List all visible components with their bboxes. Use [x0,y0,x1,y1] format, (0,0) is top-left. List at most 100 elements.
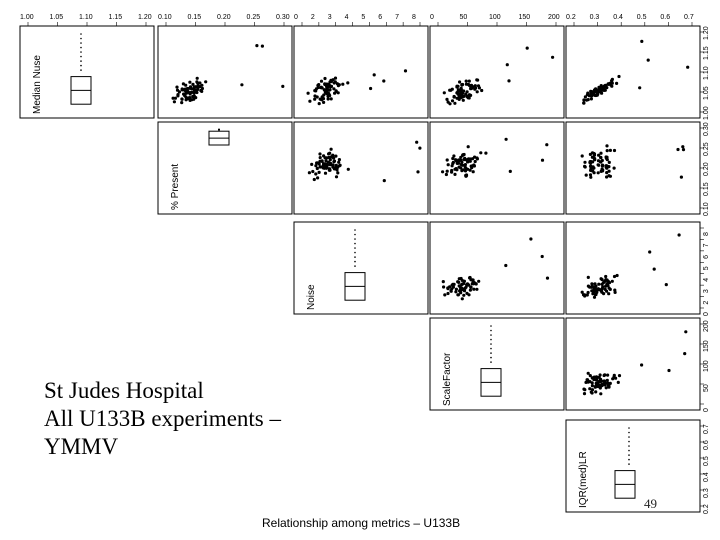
right-tick-label: 0.15 [703,182,710,196]
scatter-point [467,283,471,287]
scatter-point [602,379,607,383]
panel-4-4 [565,419,701,513]
boxplot-outlier [80,64,82,67]
scatter-point [458,89,462,93]
scatter-point [329,147,333,151]
scatter-point [583,165,587,169]
scatter-point [191,82,195,86]
panel-2-2 [293,221,429,315]
scatter-point [508,169,512,173]
scatter-point [240,83,244,87]
scatter-point [336,165,340,169]
boxplot-outlier [354,256,356,258]
scatter-point [454,290,458,294]
right-tick-label: 8 [703,232,710,236]
scatter-point [318,165,322,169]
scatter-point [677,233,681,237]
scatter-point [484,151,488,155]
scatter-point [592,152,597,156]
scatter-point [329,163,334,167]
scatter-point [640,363,644,367]
scatter-point [504,263,508,268]
boxplot-outlier [628,463,630,465]
scatter-point [605,144,609,148]
scatter-point [594,292,598,297]
scatter-point [313,94,317,98]
scatter-point [189,86,193,90]
scatter-point [464,82,468,86]
scatter-point [606,373,610,377]
right-tick-label: 1.00 [703,106,710,120]
top-tick-label: 0 [430,14,434,21]
top-tick-label: 0.3 [590,14,600,21]
scatter-point [192,91,196,95]
scatter-point [332,156,336,160]
scatter-point [450,164,454,168]
scatter-point [184,98,188,102]
panel-0-4 [565,25,701,119]
scatter-point [465,90,469,94]
right-tick-label: 2 [703,301,710,305]
scatter-point [328,158,332,162]
scatter-point [589,91,593,95]
scatter-point [507,79,511,83]
scatter-point [475,90,479,94]
top-tick-label: 0.30 [276,14,290,21]
scatter-point [457,284,461,288]
scatter-point [460,83,464,87]
scatter-point [582,101,586,105]
scatter-point [582,392,587,396]
scatter-point [341,82,345,86]
scatter-point [260,44,264,48]
scatter-point [589,175,593,179]
boxplot-outlier [80,42,82,44]
scatter-point [593,157,597,161]
variable-label: ScaleFactor [442,352,453,406]
panel-3-3 [429,317,565,411]
right-tick-label: 150 [703,340,710,352]
scatter-point [472,163,476,167]
top-tick-label: 100 [489,14,501,21]
boxplot-outlier [80,33,82,35]
scatter-point [586,290,590,295]
scatter-point [477,279,481,283]
scatter-point [198,85,202,89]
scatter-point [475,157,479,161]
scatter-point [467,157,471,161]
scatter-point [540,254,544,259]
scatter-point [667,368,671,373]
scatter-point [617,374,622,378]
right-tick-label: 50 [703,384,710,392]
scatter-point [605,175,609,179]
scatter-point [473,159,477,164]
right-tick-label: 5 [703,266,710,270]
scatter-point [590,388,595,392]
right-tick-label: 0.5 [703,456,710,466]
scatter-point [588,387,592,391]
scatter-point [173,96,177,100]
scatter-point [328,80,332,84]
scatter-point [602,88,606,92]
scatter-point [180,88,184,92]
scatter-point [403,69,408,73]
scatter-point [382,79,386,83]
scatter-point [598,373,602,377]
scatter-point [615,81,619,85]
scatter-point [472,287,476,291]
caption-line-2: All U133B experiments – [44,406,281,431]
chart-title: Relationship among metrics – U133B [262,516,461,530]
scatter-point [588,374,592,378]
scatter-point [317,83,321,87]
scatter-point [314,89,318,93]
boxplot-outlier [490,325,492,327]
page-number: 49 [644,496,657,511]
scatter-point [473,84,477,88]
top-tick-label: 0 [294,14,298,21]
top-tick-label: 0.4 [613,14,623,21]
scatter-point [589,97,594,101]
scatter-point [584,380,588,384]
scatter-point [441,170,445,174]
scatter-point [612,373,616,377]
scatter-point [337,160,341,164]
scatter-point [255,44,259,48]
